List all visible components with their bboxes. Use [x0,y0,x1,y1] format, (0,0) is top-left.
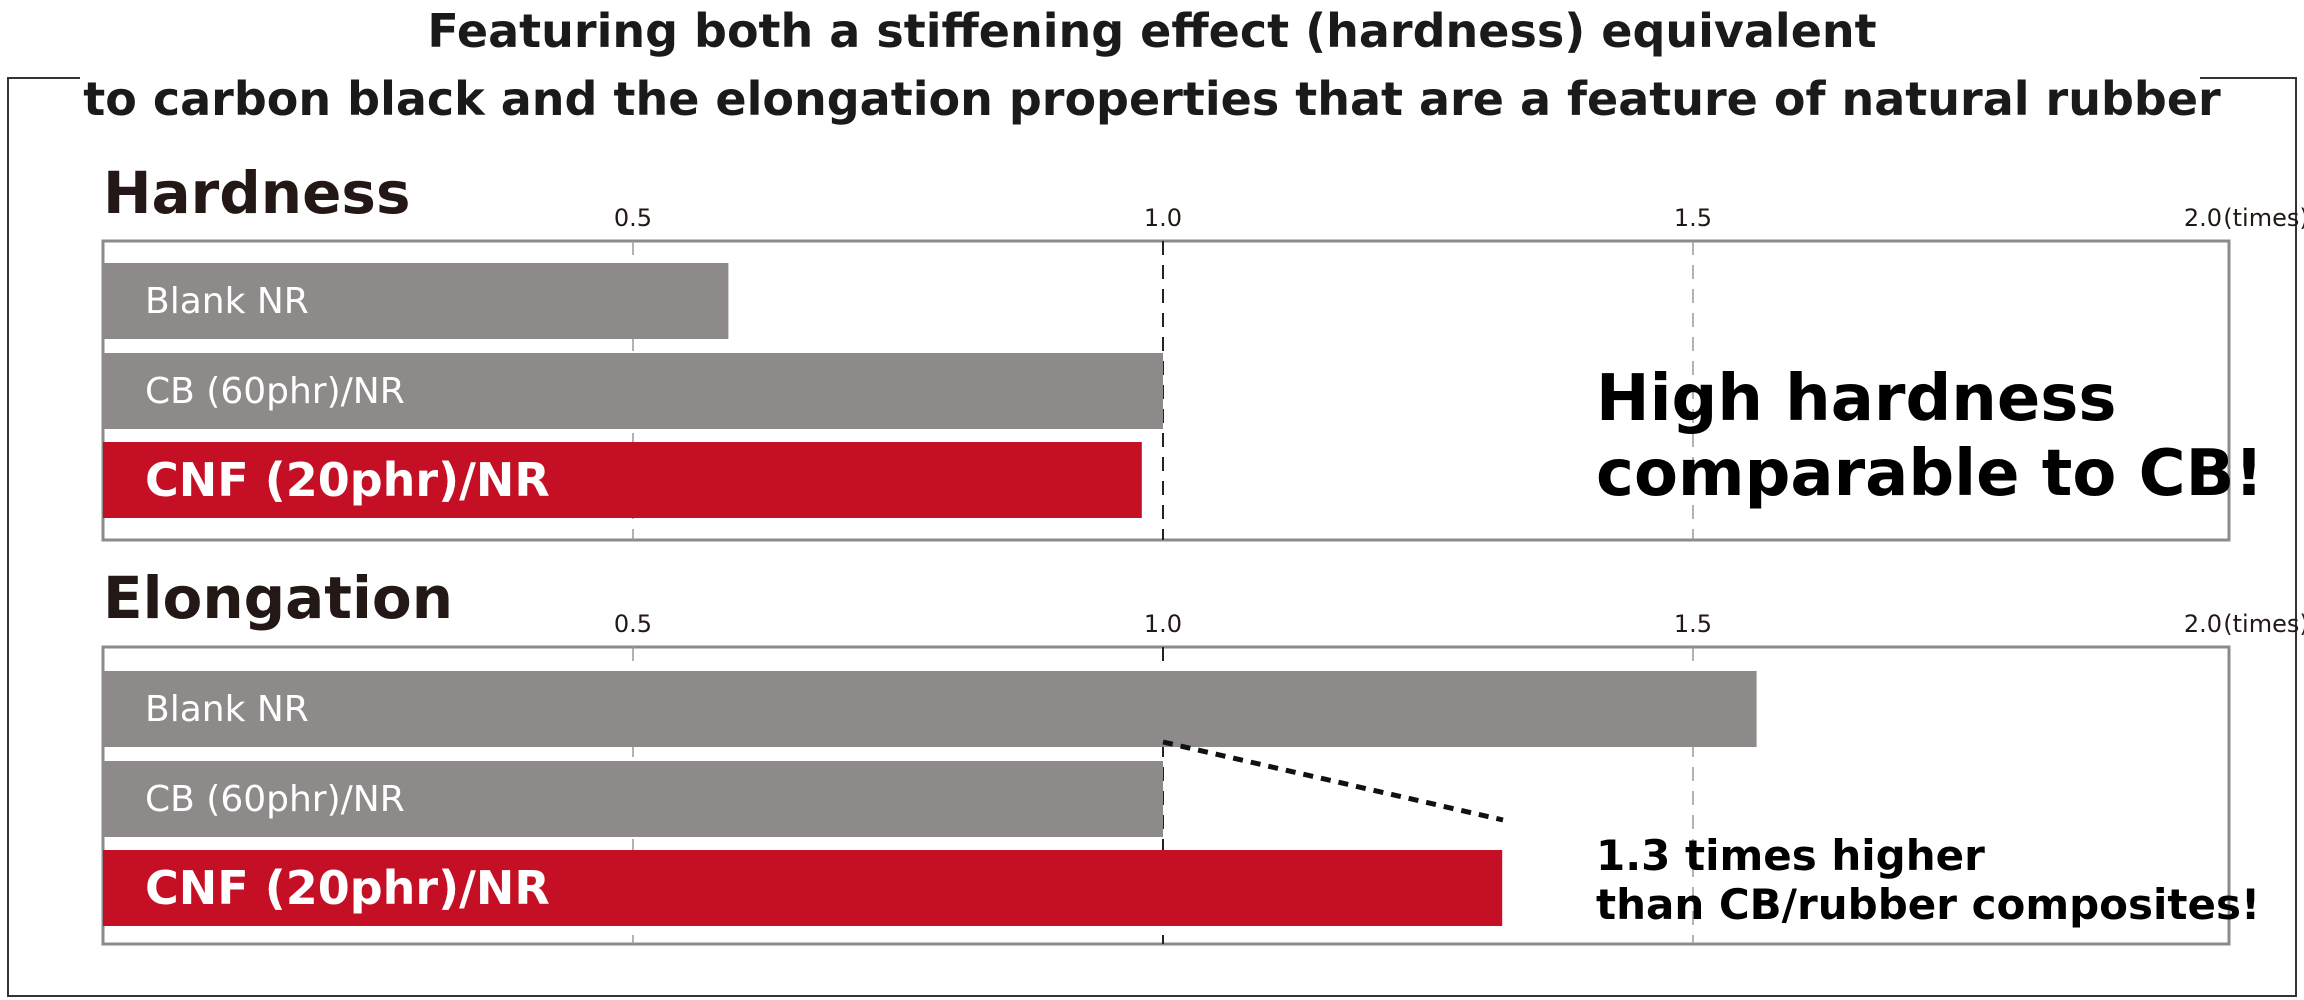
hardness-annotation: High hardness [1596,362,2116,436]
elongation-annotation: than CB/rubber composites! [1596,880,2260,929]
hardness-tick-label: 1.0 [1144,204,1182,232]
hardness-annotation: comparable to CB! [1596,437,2264,511]
hardness-tick-label: 2.0 [2184,204,2222,232]
elongation-tick-label: 2.0 [2184,610,2222,638]
elongation-bar [103,761,1163,837]
elongation-bar-label: CB (60phr)/NR [145,779,405,820]
elongation-unit-label: (times) [2223,610,2304,638]
hardness-title: Hardness [103,159,410,227]
hardness-chart: Hardness 0.5 1.0 1.5 2.0 (times) Blank NR CB (6… [101,159,2304,542]
elongation-connector-line [1162,739,1504,823]
elongation-bar [103,671,1757,747]
hardness-tick-label: 0.5 [614,204,652,232]
outer-frame [7,77,2297,997]
hardness-unit-label: (times) [2223,204,2304,232]
hardness-bar [103,442,1142,518]
hardness-bar [103,263,729,339]
elongation-tick-label: 0.5 [614,610,652,638]
elongation-bar-label: CNF (20phr)/NR [145,861,550,915]
main-title-line-2: to carbon black and the elongation prope… [83,72,2221,126]
elongation-tick-label: 1.0 [1144,610,1182,638]
elongation-annotation: 1.3 times higher [1596,831,1985,880]
hardness-bar-label: CNF (20phr)/NR [145,453,550,507]
elongation-title: Elongation [103,564,453,632]
main-title-line-1: Featuring both a stiffening effect (hard… [427,4,1876,58]
hardness-bar [103,353,1163,429]
hardness-bar-label: Blank NR [145,281,309,322]
hardness-tick-label: 1.5 [1674,204,1712,232]
elongation-bar [103,850,1503,926]
elongation-chart: Elongation 0.5 1.0 1.5 2.0 (times) Blank NR CB … [101,564,2304,946]
elongation-tick-label: 1.5 [1674,610,1712,638]
elongation-bar-label: Blank NR [145,689,309,730]
hardness-bar-label: CB (60phr)/NR [145,371,405,412]
